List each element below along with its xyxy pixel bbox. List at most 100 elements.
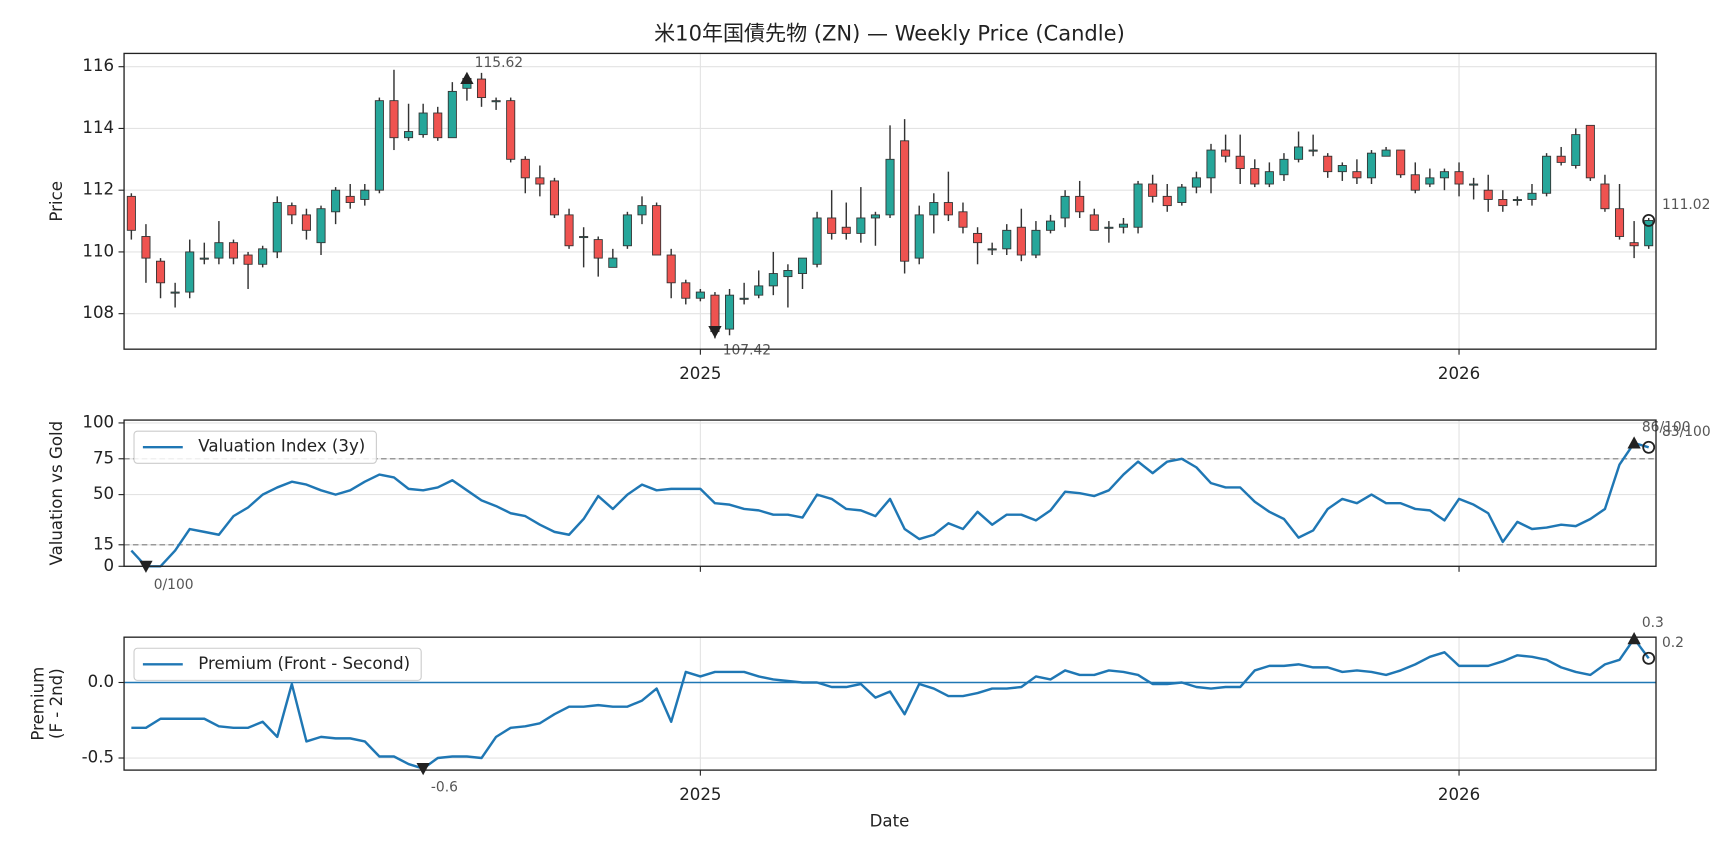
candle-body xyxy=(301,214,311,231)
legend-box xyxy=(133,647,422,681)
candle-body xyxy=(491,100,501,103)
candle-body xyxy=(1439,171,1449,179)
candle-body xyxy=(666,254,676,284)
candle-body xyxy=(1366,152,1377,179)
marker xyxy=(1627,436,1641,449)
candle-body xyxy=(418,112,428,136)
y-tick-label: 75 xyxy=(93,448,114,467)
candle-body xyxy=(1133,183,1143,228)
x-tick-label: 2025 xyxy=(679,364,721,383)
candle-body xyxy=(987,248,997,251)
panel: 0 15 50 75 100 Valuation vs Gold 0/100 86/10083… xyxy=(47,412,1711,593)
y-tick-label: 15 xyxy=(93,534,114,553)
candle-body xyxy=(579,236,589,239)
data-label: 0.2 xyxy=(1662,635,1684,651)
marker xyxy=(1627,632,1641,645)
x-tick-label: 2026 xyxy=(1438,364,1480,383)
candle-body xyxy=(549,180,559,216)
y-tick-label: 100 xyxy=(82,412,114,431)
candle-body xyxy=(1148,183,1158,197)
candle-body xyxy=(1031,229,1041,256)
candle-body xyxy=(1337,165,1347,173)
candle-body xyxy=(885,158,895,216)
candle-body xyxy=(199,257,209,260)
candle-body xyxy=(214,242,224,259)
marker xyxy=(1642,214,1656,227)
y-tick-label: 0 xyxy=(104,556,115,575)
line-series xyxy=(131,637,1650,770)
candle-body xyxy=(156,260,166,284)
candle-body xyxy=(1556,155,1566,163)
candle-body xyxy=(1206,149,1216,179)
y-axis-label: (F - 2nd) xyxy=(47,668,66,739)
candle-body xyxy=(433,112,443,139)
candle-body xyxy=(1498,199,1508,207)
plot-frame xyxy=(123,636,1657,771)
candle-body xyxy=(1104,226,1114,229)
candle-body xyxy=(812,217,822,265)
candle-body xyxy=(272,202,282,253)
candle-body xyxy=(1527,192,1537,200)
y-axis-label: Premium xyxy=(28,667,47,741)
candle-body xyxy=(943,202,953,216)
candle-body xyxy=(1542,155,1552,194)
candle-body xyxy=(1483,189,1493,200)
x-tick-label: 2025 xyxy=(679,785,721,804)
candle-body xyxy=(695,291,705,299)
candle-body xyxy=(1614,208,1625,237)
x-axis-label: Date xyxy=(870,812,910,831)
y-tick-label: 0.0 xyxy=(88,672,114,691)
candle-body xyxy=(608,257,618,268)
candle-body xyxy=(622,214,632,247)
candle-body xyxy=(754,285,764,296)
candle-body xyxy=(1294,146,1304,160)
candle-body xyxy=(1396,149,1406,176)
candle-body xyxy=(1600,183,1610,210)
candle-body xyxy=(243,254,253,265)
candle-body xyxy=(1352,171,1362,179)
candle-body xyxy=(170,291,180,294)
candle-body xyxy=(126,195,136,231)
y-tick-label: 108 xyxy=(82,303,114,322)
candle-body xyxy=(637,205,647,216)
candle-body xyxy=(374,100,384,191)
candle-body xyxy=(476,78,487,99)
marker xyxy=(1642,440,1656,454)
candle-body xyxy=(1629,242,1639,247)
candle-body xyxy=(389,100,399,139)
candle-body xyxy=(1016,226,1026,256)
candle-body xyxy=(1045,220,1056,231)
candle-body xyxy=(593,239,603,259)
candle-body xyxy=(797,257,808,274)
candle-body xyxy=(345,195,355,203)
legend: Premium (Front - Second) xyxy=(133,647,422,681)
legend-box xyxy=(133,430,377,464)
candle-body xyxy=(447,90,457,139)
candle-body xyxy=(900,140,910,262)
candle-body xyxy=(1323,155,1333,173)
candle-body xyxy=(739,297,749,300)
y-tick-label: 114 xyxy=(82,118,114,137)
chart-title: 米10年国債先物 (ZN) — Weekly Price (Candle) xyxy=(654,21,1125,46)
legend-label: Premium (Front - Second) xyxy=(198,654,410,673)
candle-body xyxy=(520,158,530,179)
candle-body xyxy=(1512,199,1522,201)
marker xyxy=(1642,651,1656,665)
candle-body xyxy=(1002,229,1012,250)
data-label: 115.62 xyxy=(475,55,523,71)
candle-body xyxy=(564,214,574,247)
candle-body xyxy=(725,294,735,330)
candle-body xyxy=(958,211,968,228)
candle-body xyxy=(1089,214,1099,231)
candle-body xyxy=(1454,171,1464,185)
candle-body xyxy=(1425,177,1435,185)
candle-body xyxy=(856,217,866,234)
candle-body xyxy=(1279,158,1289,176)
candle-body xyxy=(185,251,195,293)
candle-body xyxy=(652,205,662,256)
candle-body xyxy=(535,177,545,185)
candle-body xyxy=(1308,149,1318,152)
data-label: 0/100 xyxy=(154,577,194,593)
y-tick-label: 110 xyxy=(82,241,114,260)
